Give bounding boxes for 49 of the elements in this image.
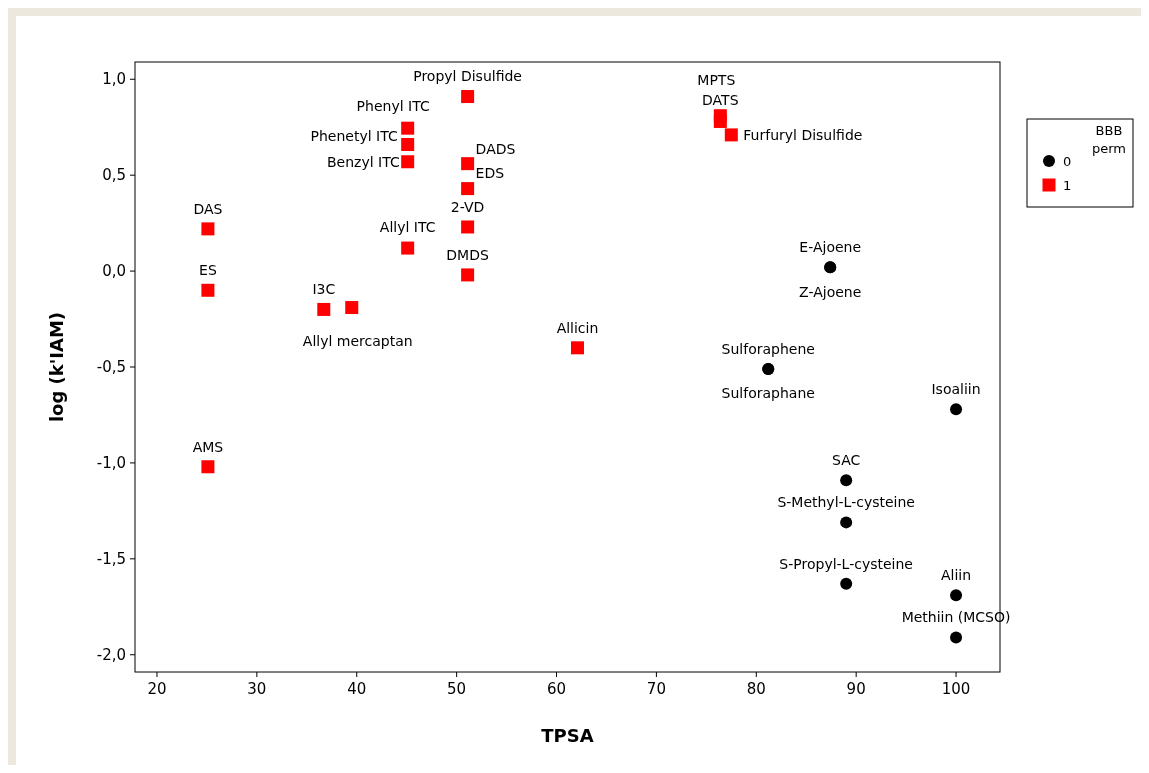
x-tick-label: 20 xyxy=(147,680,167,698)
annotation: AMS xyxy=(192,438,224,455)
annotation: DMDS xyxy=(446,246,489,263)
annotation: ES xyxy=(199,262,217,279)
annotation: DADS xyxy=(475,140,516,157)
annotation: Sulforaphane xyxy=(721,384,815,401)
y-tick-label: -0,5 xyxy=(96,358,126,376)
y-tick-label: -1,0 xyxy=(96,453,126,472)
annotation: EDS xyxy=(475,164,505,181)
annotation: SAC xyxy=(832,452,861,469)
y-tick-label: -1,5 xyxy=(96,549,126,568)
x-tick-label: 60 xyxy=(546,680,567,698)
annotation: 2-VD xyxy=(450,198,485,215)
x-tick-label: 100 xyxy=(941,680,971,698)
annotation: Benzyl ITC xyxy=(326,153,400,170)
x-tick-label: 30 xyxy=(247,680,267,698)
annotation: Sulforaphene xyxy=(721,340,815,357)
x-tick-label: 90 xyxy=(846,680,866,698)
annotation: Allyl mercaptan xyxy=(302,332,413,349)
annotation: Methiin (MCSO) xyxy=(901,609,1011,626)
annotation: Propyl Disulfide xyxy=(413,67,523,84)
annotation: Z-Ajoene xyxy=(799,284,862,301)
annotation: Phenetyl ITC xyxy=(310,128,398,145)
y-axis-title: log (k'IAM) xyxy=(46,311,67,423)
annotation: DATS xyxy=(702,92,739,109)
annotation: Allicin xyxy=(556,319,599,336)
annotation: S-Propyl-L-cysteine xyxy=(779,555,913,572)
annotation: MPTS xyxy=(697,71,736,88)
x-tick-label: 50 xyxy=(447,680,467,698)
y-tick-label: -2,0 xyxy=(96,645,126,664)
annotation: Aliin xyxy=(940,567,972,584)
annotation: E-Ajoene xyxy=(799,239,862,256)
annotation: DAS xyxy=(193,200,223,217)
x-axis-title: TPSA xyxy=(541,725,594,746)
legend-label: 1 xyxy=(1063,178,1072,193)
y-tick-label: 0,5 xyxy=(102,166,126,185)
y-tick-label: 1,0 xyxy=(102,70,126,89)
y-tick-label: 0,0 xyxy=(102,262,126,281)
x-tick-label: 70 xyxy=(646,680,666,698)
annotation: Allyl ITC xyxy=(379,219,436,236)
legend-title: BBB perm xyxy=(1091,123,1127,156)
legend-label: 0 xyxy=(1063,154,1072,169)
annotation: S-Methyl-L-cysteine xyxy=(777,494,915,511)
annotation: Furfuryl Disulfide xyxy=(743,126,863,143)
annotation: Isoaliin xyxy=(931,381,981,398)
x-tick-label: 40 xyxy=(347,680,367,698)
x-tick-label: 80 xyxy=(746,680,766,698)
annotation: I3C xyxy=(312,281,336,298)
annotation: Phenyl ITC xyxy=(356,98,430,115)
